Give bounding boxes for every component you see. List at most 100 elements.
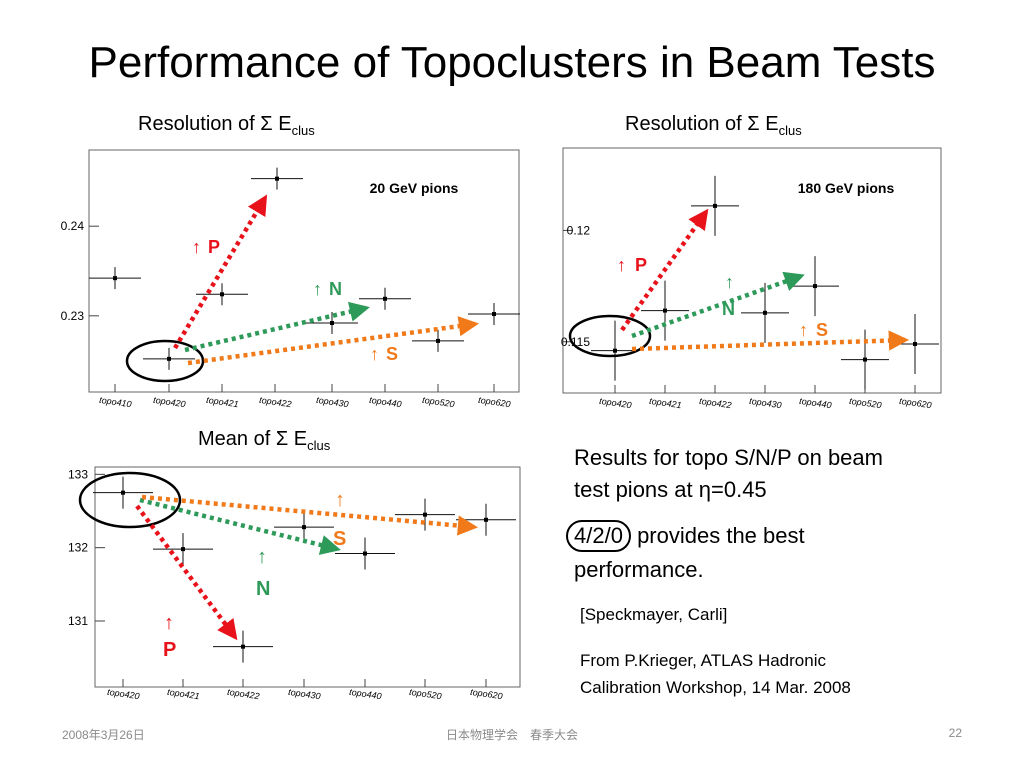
plot1-point-topo410-marker (113, 276, 117, 281)
plot2-xtick-label-5: topo520 (849, 396, 883, 410)
plot2-arrow-S (631, 330, 910, 352)
plot3-point-topo420-marker (121, 490, 125, 495)
plot3-point-topo520-marker (423, 512, 427, 517)
plot2-point-topo421-marker (663, 308, 667, 313)
plot3-ytick-label-2: 133 (68, 467, 88, 481)
results-line-2: test pions at η=0.45 (574, 477, 767, 502)
plot2-up-icon-P: ↑ (617, 255, 626, 275)
plot1-arrow-S (187, 316, 480, 366)
results-line-1: Results for topo S/N/P on beam (574, 445, 883, 470)
plot1-point-topo420-marker (167, 356, 171, 361)
plot2-point-topo420-marker (613, 348, 617, 353)
plot1-xtick-label-6: topo520 (422, 395, 456, 409)
best-line-1: 4/2/0 provides the best (566, 519, 805, 553)
plot2-label-S: S (816, 320, 828, 340)
plot3-point-topo440 (335, 537, 395, 570)
results-description: Results for topo S/N/P on beam test pion… (574, 442, 883, 506)
plot3-point-topo420 (93, 476, 153, 509)
plot1-point-topo430-marker (330, 320, 334, 325)
plot3-frame (94, 466, 521, 688)
plot2-point-topo430 (741, 282, 789, 343)
plot3-xtick-label-4: topo440 (349, 687, 383, 701)
plot1-energy-label: 20 GeV pions (370, 180, 459, 196)
plot1-point-topo520-marker (436, 338, 440, 343)
plot1-up-icon-N: ↑ (313, 279, 322, 299)
plot1-point-topo430 (306, 311, 358, 334)
plot1-extra-point-0 (251, 167, 303, 190)
plot2-label-P: P (635, 255, 647, 275)
plot2-label-N: N (722, 299, 735, 319)
plot2-xtick-label-0: topo420 (599, 396, 633, 410)
slide-title: Performance of Topoclusters in Beam Test… (88, 38, 936, 87)
plot1-up-icon-P: ↑ (192, 237, 201, 257)
plot1-point-topo410 (89, 267, 141, 290)
footer-event: 日本物理学会 春季大会 (445, 728, 578, 742)
plot1-point-topo440-marker (383, 296, 387, 301)
plot2-reference-circle (568, 314, 652, 358)
plot3-xtick-label-3: topo430 (288, 687, 322, 701)
plot3-xtick-label-6: topo620 (470, 687, 504, 701)
plot3-ytick-label-1: 132 (68, 541, 88, 555)
plot1-xtick-label-5: topo440 (369, 395, 403, 409)
plot2-xtick-label-6: topo620 (899, 396, 933, 410)
best-config-boxed: 4/2/0 (566, 520, 631, 552)
plot2-point-topo440-marker (813, 284, 817, 289)
best-performance-note: 4/2/0 provides the best performance. (566, 519, 805, 587)
plot2-arrow-P (620, 208, 709, 332)
plot3-point-topo421 (153, 533, 213, 566)
plot1-xtick-label-7: topo620 (478, 395, 512, 409)
panel2-heading: Resolution of Σ Eclus (625, 113, 802, 138)
panel1-heading: Resolution of Σ Eclus (138, 113, 315, 138)
plot1-arrow-N (184, 301, 370, 353)
footer-date: 2008年3月26日 (62, 728, 145, 742)
plot3-xtick-label-1: topo421 (167, 687, 201, 701)
plot3-xtick-label-5: topo520 (409, 687, 443, 701)
plot3-point-topo430-marker (302, 525, 306, 530)
plot3-xtick-label-0: topo420 (107, 687, 141, 701)
plot2-point-topo520-marker (863, 357, 867, 362)
plot1-up-icon-S: ↑ (370, 344, 379, 364)
citation: [Speckmayer, Carli] (580, 605, 728, 624)
plot1-ytick-label-0: 0.23 (61, 309, 85, 323)
plot1-label-S: S (386, 344, 398, 364)
plot3-data-layer: 131 132 133 topo420 topo421 topo422 topo430 top… (68, 467, 516, 701)
plot3-point-topo422-marker (241, 644, 245, 649)
plot2-ytick-label-1: 0.12 (567, 223, 591, 237)
plot3-xtick-label-2: topo422 (227, 687, 261, 701)
plot1-point-topo420 (143, 347, 195, 370)
plot1-ytick-label-1: 0.24 (61, 219, 85, 233)
plot1-arrow-P (173, 194, 268, 350)
plot3-up-icon-P: ↑ (164, 612, 174, 634)
plot1-point-topo620 (468, 303, 520, 326)
plot2-xtick-label-4: topo440 (799, 396, 833, 410)
plot1-label-P: P (208, 237, 220, 257)
plot1-point-topo421 (196, 283, 248, 306)
plot3-label-N: N (256, 578, 270, 600)
plot3-up-icon-S: ↑ (335, 489, 345, 511)
plot3-label-S: S (333, 528, 346, 550)
footer-page-number: 22 (948, 726, 962, 740)
plot1-frame (88, 149, 520, 393)
plot2-point-topo422 (691, 175, 739, 236)
source-line-2: Calibration Workshop, 14 Mar. 2008 (580, 678, 851, 697)
plot1-extra-point-0-marker (275, 176, 279, 181)
plot3-arrow-N (139, 497, 341, 555)
best-line-2: performance. (574, 557, 704, 582)
plot2-energy-label: 180 GeV pions (798, 180, 895, 196)
plot2-point-topo420 (591, 320, 639, 381)
panel3-heading: Mean of Σ Eclus (198, 428, 331, 453)
plot2-up-icon-N: ↑ (725, 272, 734, 292)
plot1-xtick-label-2: topo421 (206, 395, 240, 409)
plot2-xtick-label-1: topo421 (649, 396, 683, 410)
plot2-point-topo620-marker (913, 342, 917, 346)
plot3-point-topo430 (274, 511, 334, 544)
plot1-xtick-label-4: topo430 (316, 395, 350, 409)
plot3-ytick-label-0: 131 (68, 614, 88, 628)
plot2-point-topo421 (641, 280, 689, 341)
plot2-point-topo430-marker (763, 310, 767, 315)
plot3-point-topo422 (213, 630, 273, 663)
plot3-reference-circle (78, 471, 182, 529)
plot3-point-topo421-marker (181, 547, 185, 552)
plot3-point-topo620-marker (484, 517, 488, 522)
